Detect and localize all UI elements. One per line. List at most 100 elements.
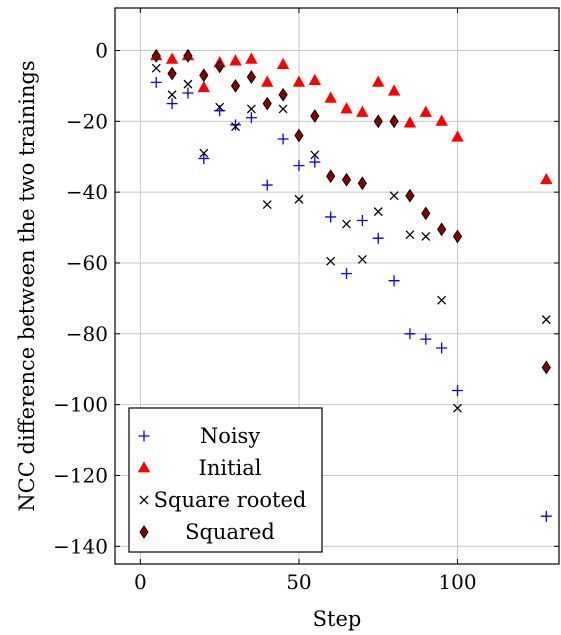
data-point	[278, 87, 288, 102]
y-axis-label: NCC difference between the two trainings	[15, 60, 39, 511]
legend-marker	[137, 461, 151, 473]
data-point	[215, 102, 225, 112]
plot-area-frame	[114, 7, 560, 565]
data-point	[372, 75, 385, 87]
data-marks	[150, 48, 553, 522]
data-point	[388, 275, 400, 287]
data-point	[294, 128, 304, 143]
data-point	[183, 48, 193, 63]
data-point	[310, 109, 320, 123]
data-point	[183, 79, 193, 89]
data-point	[245, 52, 258, 64]
legend-label: Square rooted	[154, 488, 307, 512]
data-point	[197, 80, 210, 93]
series-plus	[150, 76, 552, 522]
data-point	[341, 268, 353, 280]
data-point	[451, 130, 464, 142]
tick-labels: 0 50 100 0 −20 −40 −60 −80 −100 −120 −140	[53, 38, 477, 594]
data-point	[245, 112, 257, 124]
data-point	[437, 222, 447, 237]
legend-marker	[139, 495, 149, 505]
data-point	[292, 75, 306, 87]
data-point	[342, 219, 351, 229]
data-point	[421, 206, 431, 221]
data-point	[403, 116, 417, 128]
data-point	[405, 188, 415, 203]
data-point	[357, 176, 367, 191]
axis-ticks	[115, 8, 559, 564]
legend-box	[128, 407, 323, 553]
data-point	[341, 172, 352, 187]
legend-label: Noisy	[200, 424, 261, 448]
data-point	[452, 229, 463, 244]
data-point	[150, 76, 162, 88]
data-point	[262, 200, 272, 210]
x-axis-label: Step	[313, 607, 362, 631]
data-point	[215, 59, 225, 74]
data-point	[373, 114, 383, 129]
data-point	[199, 148, 209, 158]
data-point	[230, 79, 241, 93]
y-tick-label: −140	[53, 534, 108, 558]
data-point	[151, 63, 161, 73]
data-point	[229, 54, 242, 66]
x-tick-label: 50	[286, 570, 311, 594]
y-tick-label: −100	[53, 393, 108, 417]
data-point	[373, 207, 383, 217]
y-tick-label: −60	[66, 251, 108, 275]
data-point	[389, 114, 399, 129]
legend-label: Initial	[199, 456, 262, 480]
data-point	[357, 254, 367, 264]
data-point	[436, 342, 448, 354]
data-point	[165, 52, 179, 64]
y-tick-label: −80	[66, 322, 108, 346]
data-point	[231, 122, 240, 132]
data-point	[262, 96, 272, 111]
x-tick-label: 0	[134, 570, 147, 594]
data-point	[356, 105, 369, 117]
data-point	[325, 211, 337, 223]
data-point	[453, 403, 462, 413]
data-point	[540, 510, 552, 522]
data-point	[166, 98, 178, 110]
data-point	[326, 256, 336, 266]
data-point	[541, 315, 551, 325]
data-point	[199, 68, 209, 83]
data-point	[541, 360, 551, 375]
data-point	[151, 48, 161, 63]
data-point	[326, 169, 336, 184]
data-point	[167, 66, 177, 81]
data-point	[309, 156, 321, 168]
data-point	[277, 133, 289, 145]
data-point	[308, 73, 321, 85]
data-point	[421, 231, 431, 241]
data-point	[389, 191, 399, 201]
data-point	[405, 230, 415, 240]
data-point	[419, 105, 432, 117]
data-point	[340, 102, 353, 114]
data-point	[356, 214, 368, 226]
legend-label: Squared	[185, 520, 275, 544]
data-point	[261, 179, 273, 191]
legend-marker	[138, 430, 150, 442]
y-tick-label: 0	[95, 38, 108, 62]
y-tick-label: −40	[66, 180, 108, 204]
data-point	[293, 160, 305, 172]
data-point	[261, 75, 274, 87]
data-point	[452, 384, 464, 396]
series-diamond	[151, 48, 551, 375]
data-point	[540, 172, 553, 185]
data-point	[420, 333, 432, 345]
data-point	[246, 70, 256, 84]
data-point	[230, 119, 242, 131]
data-point	[294, 194, 304, 204]
y-tick-label: −20	[66, 109, 108, 133]
series-triangle	[150, 48, 553, 185]
data-point	[310, 150, 320, 160]
data-point	[167, 90, 177, 100]
data-point	[276, 57, 290, 70]
x-tick-label: 100	[438, 570, 476, 594]
legend-marker	[139, 525, 149, 539]
series-cross	[151, 63, 551, 413]
